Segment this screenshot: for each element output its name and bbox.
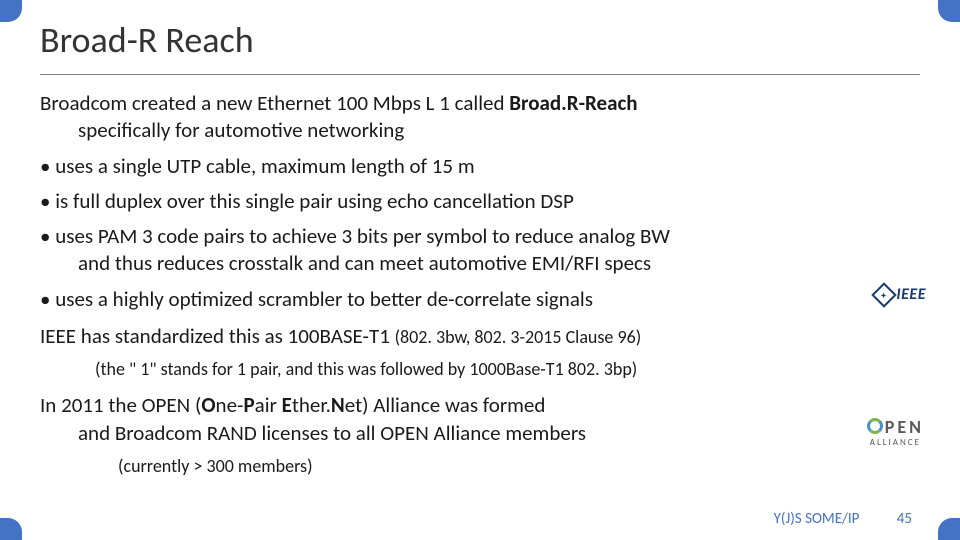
bullet-3a: • uses PAM 3 code pairs to achieve 3 bit… — [40, 223, 670, 249]
footer-page-number: 45 — [897, 510, 912, 528]
open-o-icon — [867, 418, 883, 434]
open-logo-text: PEN — [885, 418, 924, 436]
ieee-text-pre: IEEE has standardized this as 100BASE-T1 — [40, 323, 395, 349]
title-rule — [40, 74, 920, 75]
open-p2: ne- — [216, 392, 244, 418]
open-b4: N — [331, 392, 345, 418]
open-p5: et) Alliance was formed — [345, 392, 546, 418]
bullet-3: • uses PAM 3 code pairs to achieve 3 bit… — [40, 223, 920, 278]
ieee-diamond-icon: ✦ — [872, 282, 897, 307]
ieee-text-small: (802. 3bw, 802. 3-2015 Clause 96) — [395, 326, 642, 348]
open-b2: P — [243, 392, 254, 418]
ieee-diamond-inner: ✦ — [881, 290, 887, 299]
intro-text-1: Broadcom created a new Ethernet 100 Mbps… — [40, 90, 509, 116]
ieee-logo: ✦ IEEE — [875, 285, 926, 304]
bullet-1: • uses a single UTP cable, maximum lengt… — [40, 153, 920, 180]
open-paragraph: In 2011 the OPEN (One-Pair Ether.Net) Al… — [40, 392, 920, 447]
slide-title: Broad-R Reach — [40, 18, 254, 62]
open-b1: O — [201, 392, 215, 418]
bullet-3b: and thus reduces crosstalk and can meet … — [40, 250, 651, 277]
open-b3: E — [282, 392, 292, 418]
slide-content: Broadcom created a new Ethernet 100 Mbps… — [40, 90, 920, 477]
intro-paragraph: Broadcom created a new Ethernet 100 Mbps… — [40, 90, 920, 145]
open-p1: In 2011 the OPEN ( — [40, 392, 201, 418]
bullet-4: • uses a highly optimized scrambler to b… — [40, 286, 920, 313]
open-logo-sub: ALLIANCE — [867, 437, 924, 448]
open-logo-text-row: PEN — [867, 418, 924, 436]
bullet-2: • is full duplex over this single pair u… — [40, 188, 920, 215]
open-p4: ther. — [292, 392, 331, 418]
intro-text-2: specifically for automotive networking — [40, 117, 404, 144]
corner-bottom-right — [938, 518, 960, 540]
slide-footer: Y(J)S SOME/IP 45 — [774, 510, 912, 528]
open-p3: air — [255, 392, 282, 418]
ieee-note: (the " 1" stands for 1 pair, and this wa… — [40, 358, 920, 380]
ieee-paragraph: IEEE has standardized this as 100BASE-T1… — [40, 323, 920, 350]
open-alliance-logo: PEN ALLIANCE — [867, 418, 924, 448]
corner-top-right — [938, 0, 960, 22]
corner-top-left — [0, 0, 22, 22]
open-line2: and Broadcom RAND licenses to all OPEN A… — [40, 420, 586, 447]
ieee-logo-text: IEEE — [896, 285, 926, 304]
corner-bottom-left — [0, 518, 22, 540]
footer-text: Y(J)S SOME/IP — [774, 510, 860, 528]
intro-bold: Broad.R-Reach — [509, 90, 637, 116]
open-note: (currently > 300 members) — [40, 455, 920, 477]
